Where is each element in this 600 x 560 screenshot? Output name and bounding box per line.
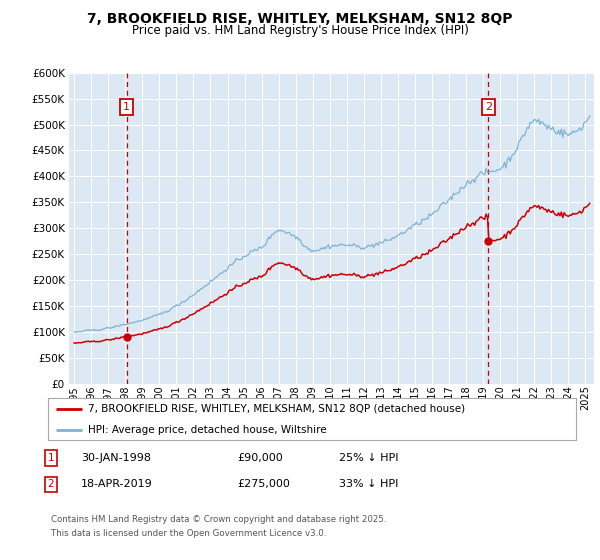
Text: 30-JAN-1998: 30-JAN-1998 (81, 453, 151, 463)
Text: 33% ↓ HPI: 33% ↓ HPI (339, 479, 398, 489)
Text: Price paid vs. HM Land Registry's House Price Index (HPI): Price paid vs. HM Land Registry's House … (131, 24, 469, 37)
Text: This data is licensed under the Open Government Licence v3.0.: This data is licensed under the Open Gov… (51, 529, 326, 538)
Text: HPI: Average price, detached house, Wiltshire: HPI: Average price, detached house, Wilt… (88, 426, 326, 435)
Text: 2: 2 (485, 102, 492, 112)
Text: 1: 1 (47, 453, 55, 463)
Text: 2: 2 (47, 479, 55, 489)
Text: 25% ↓ HPI: 25% ↓ HPI (339, 453, 398, 463)
Text: Contains HM Land Registry data © Crown copyright and database right 2025.: Contains HM Land Registry data © Crown c… (51, 515, 386, 524)
Text: 7, BROOKFIELD RISE, WHITLEY, MELKSHAM, SN12 8QP: 7, BROOKFIELD RISE, WHITLEY, MELKSHAM, S… (87, 12, 513, 26)
Text: 18-APR-2019: 18-APR-2019 (81, 479, 153, 489)
Text: 1: 1 (123, 102, 130, 112)
Text: £90,000: £90,000 (237, 453, 283, 463)
Text: 7, BROOKFIELD RISE, WHITLEY, MELKSHAM, SN12 8QP (detached house): 7, BROOKFIELD RISE, WHITLEY, MELKSHAM, S… (88, 404, 465, 414)
Text: £275,000: £275,000 (237, 479, 290, 489)
